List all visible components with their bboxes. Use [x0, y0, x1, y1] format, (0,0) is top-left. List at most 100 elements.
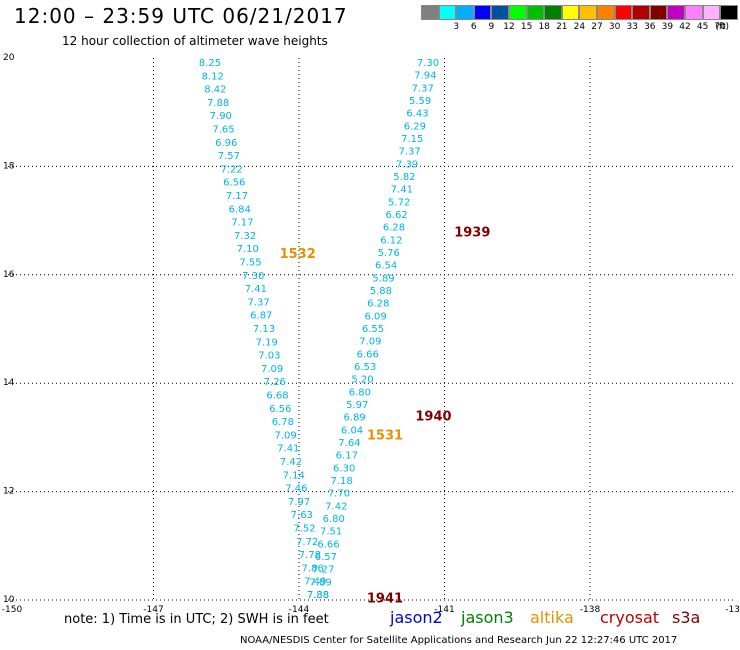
track-right-value: 7.89: [309, 577, 331, 588]
legend-swatch: [526, 5, 545, 20]
legend-swatches: [421, 5, 738, 20]
track-right-value: 6.53: [354, 362, 376, 373]
track-right-value: 6.12: [380, 235, 402, 246]
track-right-value: 5.97: [346, 400, 368, 411]
track-right-value: 6.28: [367, 299, 389, 310]
legend-swatch: [508, 5, 527, 20]
track-left-value: 6.96: [215, 138, 237, 149]
track-right-value: 7.42: [325, 501, 347, 512]
track-right-value: 7.94: [414, 71, 436, 82]
track-right-value: 7.18: [330, 476, 352, 487]
track-left-value: 7.88: [207, 98, 229, 109]
legend-label: 12: [503, 22, 515, 32]
track-left-value: 7.30: [242, 271, 264, 282]
latitude-tick-label: 16: [3, 270, 15, 280]
legend-labels: 3 6 9 12 15 18 21 24 27 30 33 36 39 42 45 70 (ft): [421, 22, 738, 34]
track-right-value: 7.37: [412, 83, 434, 94]
pass-time-label: 1941: [367, 591, 403, 606]
legend-label: 6: [470, 22, 477, 32]
track-left-value: 6.68: [266, 391, 288, 402]
longitude-tick-label: -138: [580, 605, 601, 615]
track-right-value: 6.30: [333, 463, 355, 474]
legend-label: 3: [453, 22, 460, 32]
track-right-value: 7.37: [399, 147, 421, 158]
legend-unit: (ft): [715, 22, 729, 32]
satellite-cryosat: cryosat: [600, 608, 660, 627]
track-right-value: 5.20: [351, 375, 373, 386]
track-left-value: 7.09: [261, 364, 283, 375]
track-left-value: 7.52: [293, 524, 315, 535]
track-left-value: 7.46: [285, 484, 307, 495]
track-left-value: 7.19: [256, 337, 278, 348]
track-left-value: 7.26: [264, 377, 286, 388]
legend-label: 36: [644, 22, 656, 32]
longitude-tick-label: -135: [725, 605, 740, 615]
track-left-value: 7.88: [307, 590, 329, 601]
track-left-value: 8.42: [204, 85, 226, 96]
track-left-value: 6.56: [223, 178, 245, 189]
track-left-value: 7.13: [253, 324, 275, 335]
longitude-tick-label: -147: [143, 605, 163, 615]
legend-swatch: [684, 5, 703, 20]
satellite-s3a: s3a: [672, 608, 701, 627]
track-left-value: 7.09: [274, 430, 296, 441]
track-right-value: 6.66: [357, 349, 379, 360]
pass-time-label: 1940: [415, 410, 451, 425]
track-right-value: 5.82: [393, 172, 415, 183]
track-right-value: 7.64: [338, 438, 360, 449]
track-left-value: 7.14: [283, 470, 305, 481]
legend-swatch: [473, 5, 492, 20]
map-subtitle: 12 hour collection of altimeter wave hei…: [62, 34, 328, 48]
legend-swatch: [720, 5, 738, 20]
longitude-tick-label: -141: [434, 605, 454, 615]
track-left-value: 8.25: [199, 58, 221, 69]
legend-swatch: [667, 5, 685, 20]
track-right-value: 7.38: [307, 590, 329, 601]
legend-swatch: [491, 5, 509, 20]
satellite-altika: altika: [530, 608, 574, 627]
pass-time-label: 1531: [367, 429, 403, 444]
track-left-value: 8.12: [202, 71, 224, 82]
track-left-value: 7.63: [291, 510, 313, 521]
legend-label: 39: [661, 22, 674, 32]
altimeter-tracks: 8.25 8.12 8.42 7.88 7.90 7.65 6.96 7.57 7.22 6.56…: [199, 58, 439, 601]
track-left-value: 7.55: [239, 258, 261, 269]
track-right-value: 6.29: [404, 121, 426, 132]
track-right-value: 5.88: [370, 286, 392, 297]
track-right-value: 6.04: [341, 425, 363, 436]
legend-label: 70: [714, 22, 726, 32]
track-left-value: 6.78: [272, 417, 294, 428]
legend-label: 42: [679, 22, 691, 32]
track-left-value: 7.03: [258, 351, 280, 362]
track-left-value: 7.72: [296, 537, 318, 548]
legend-swatch: [544, 5, 562, 20]
track-left-value: 7.78: [299, 550, 321, 561]
legend-label: 30: [608, 22, 621, 32]
track-right-value: 6.57: [315, 552, 337, 563]
track-right-value: 5.72: [388, 197, 410, 208]
satellite-jason2: jason2: [390, 608, 443, 627]
track-right-value: 7.41: [391, 185, 413, 196]
track-left-value: 7.49: [304, 577, 326, 588]
longitude-tick-label: -150: [2, 605, 23, 615]
track-right-value: 6.89: [344, 413, 366, 424]
track-right-value: 6.80: [323, 514, 345, 525]
track-right-value: 5.89: [372, 273, 394, 284]
footer-note: note: 1) Time is in UTC; 2) SWH is in fe…: [64, 612, 329, 627]
legend-swatch: [614, 5, 633, 20]
track-left-value: 6.84: [229, 204, 251, 215]
axis-tick-labels: -150 -147 -144 -141 -138 -135 20 18 16 14 12 10: [2, 53, 740, 615]
track-left-value: 7.90: [210, 111, 232, 122]
legend-swatch: [561, 5, 580, 20]
track-left-value: 7.86: [301, 563, 323, 574]
track-left-value: 7.57: [218, 151, 240, 162]
track-left-value: 7.17: [226, 191, 248, 202]
legend-swatch: [649, 5, 668, 20]
map-title: 12:00 – 23:59 UTC 06/21/2017: [14, 4, 348, 28]
track-left-value: 7.41: [245, 284, 267, 295]
track-left-value: 6.87: [250, 311, 272, 322]
legend-label: 18: [538, 22, 550, 32]
legend-swatch: [438, 5, 457, 20]
track-right-value: 6.55: [362, 324, 384, 335]
latitude-tick-label: 20: [3, 53, 15, 63]
